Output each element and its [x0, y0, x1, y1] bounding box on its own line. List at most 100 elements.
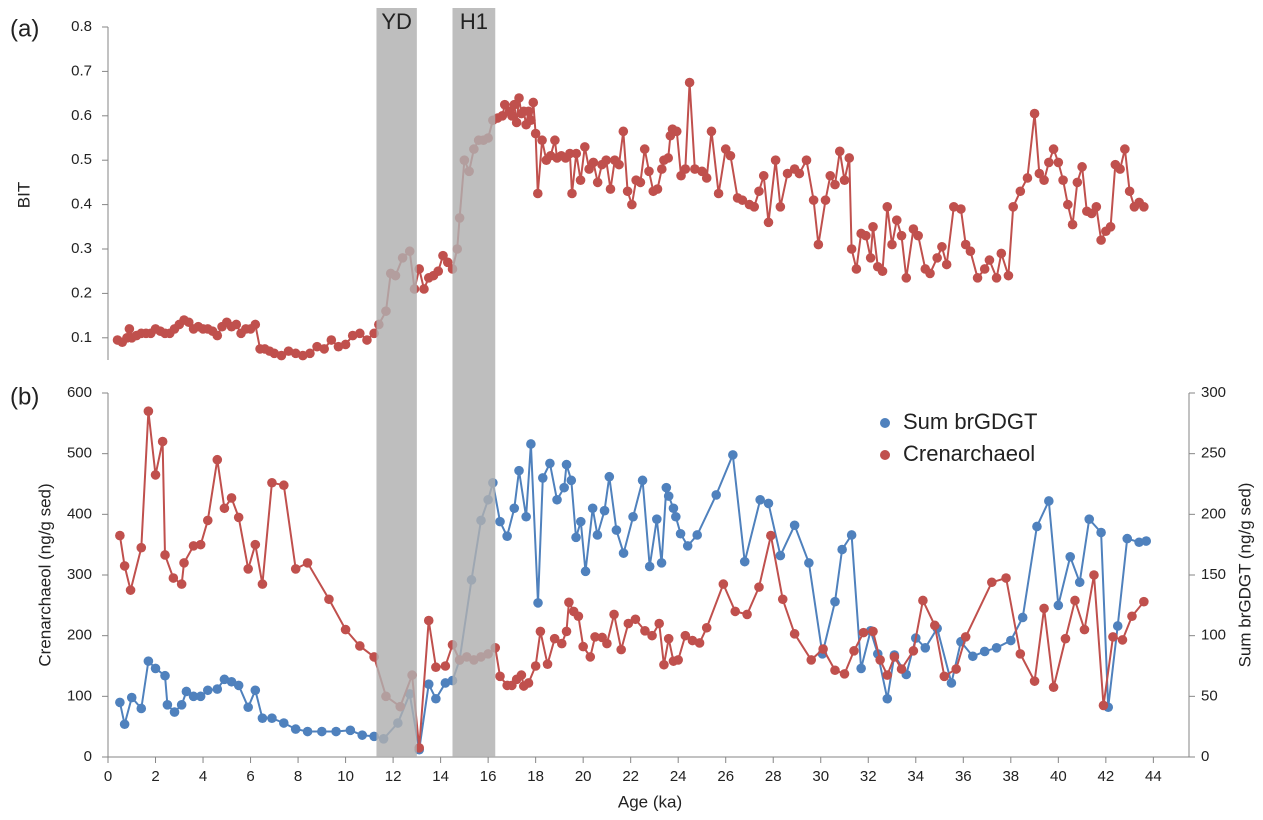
data-point [125, 585, 136, 595]
data-point [1065, 552, 1076, 562]
data-point [804, 558, 814, 568]
data-point [1063, 199, 1073, 210]
data-point [423, 615, 434, 626]
data-point [763, 217, 774, 228]
data-point [913, 230, 923, 241]
data-point [763, 498, 774, 509]
data-point [592, 177, 603, 188]
data-point [692, 530, 703, 540]
data-point [1053, 600, 1064, 611]
data-point [528, 97, 539, 108]
data-point [918, 595, 928, 606]
y-tick-label: 0 [84, 748, 92, 765]
data-point [837, 544, 847, 555]
x-tick-label: 10 [337, 768, 354, 785]
data-point [556, 638, 567, 649]
data-point [830, 665, 840, 676]
data-point [212, 454, 223, 465]
data-point [532, 188, 543, 199]
data-point [851, 264, 862, 274]
data-point [233, 512, 244, 523]
data-point [694, 638, 705, 648]
data-point [630, 614, 641, 625]
data-point [701, 173, 712, 183]
x-tick-label: 20 [575, 768, 592, 785]
data-point [1029, 108, 1040, 119]
data-point [571, 532, 581, 543]
data-point [794, 168, 805, 179]
data-point [567, 188, 577, 199]
data-point [663, 153, 674, 163]
data-point [599, 505, 610, 516]
data-point [755, 494, 765, 505]
data-point [661, 482, 672, 493]
panel-label: (b) [10, 383, 39, 410]
data-point [1141, 536, 1152, 546]
y2-tick-label: 50 [1201, 687, 1218, 704]
data-point [920, 643, 931, 653]
data-point [657, 164, 667, 174]
data-point [659, 659, 669, 670]
y2-tick-label: 250 [1201, 445, 1226, 462]
x-tick-label: 34 [907, 768, 924, 785]
data-point [675, 528, 686, 539]
data-point [497, 111, 508, 121]
data-point [176, 579, 187, 589]
data-point [887, 239, 897, 250]
data-point [614, 159, 624, 170]
data-point [564, 597, 574, 608]
x-axis-title: Age (ka) [618, 792, 682, 811]
data-point [616, 644, 626, 655]
data-point [789, 629, 800, 639]
y2-tick-label: 150 [1201, 566, 1226, 583]
data-point [183, 317, 194, 328]
y-tick-label: 300 [67, 566, 92, 583]
y-tick-label: 600 [67, 384, 92, 401]
data-point [846, 530, 857, 540]
data-point [984, 255, 995, 265]
data-point [526, 439, 536, 449]
data-point [124, 324, 135, 334]
data-point [808, 195, 819, 205]
data-point [663, 491, 674, 501]
data-point [1003, 270, 1014, 281]
data-point [226, 493, 237, 503]
data-point [212, 330, 223, 341]
data-point [1117, 635, 1128, 645]
data-point [770, 155, 781, 165]
data-point [758, 170, 769, 181]
data-point [587, 503, 598, 514]
data-point [720, 144, 731, 154]
data-point [668, 503, 679, 514]
data-point [431, 693, 441, 704]
data-point [1032, 521, 1042, 532]
data-point [813, 239, 824, 250]
data-point [1017, 612, 1028, 623]
data-point [267, 713, 277, 723]
data-point [340, 624, 351, 635]
data-point [326, 335, 337, 345]
data-point [680, 630, 691, 641]
data-point [682, 541, 693, 551]
data-point [1139, 596, 1149, 607]
data-point [160, 550, 170, 560]
y-tick-label: 0.2 [71, 284, 92, 301]
data-point [742, 609, 752, 620]
data-point [782, 168, 793, 179]
x-tick-label: 22 [622, 768, 639, 785]
y-axis-title: Crenarchaeol (ng/g sed) [35, 483, 54, 666]
data-point [622, 186, 633, 197]
data-point [628, 511, 638, 522]
data-point [509, 503, 520, 514]
data-point [1015, 186, 1026, 197]
data-point [652, 184, 663, 194]
data-point [331, 726, 341, 737]
data-point [609, 609, 619, 620]
y-tick-label: 200 [67, 627, 92, 644]
data-point [820, 195, 831, 205]
data-line [117, 82, 1145, 357]
data-point [195, 539, 206, 550]
data-point [937, 241, 947, 252]
x-tick-label: 32 [860, 768, 877, 785]
data-point [671, 511, 681, 522]
